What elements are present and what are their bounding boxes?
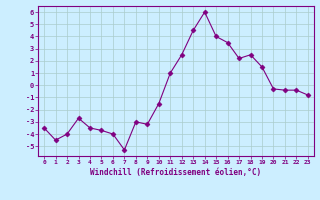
X-axis label: Windchill (Refroidissement éolien,°C): Windchill (Refroidissement éolien,°C) (91, 168, 261, 177)
